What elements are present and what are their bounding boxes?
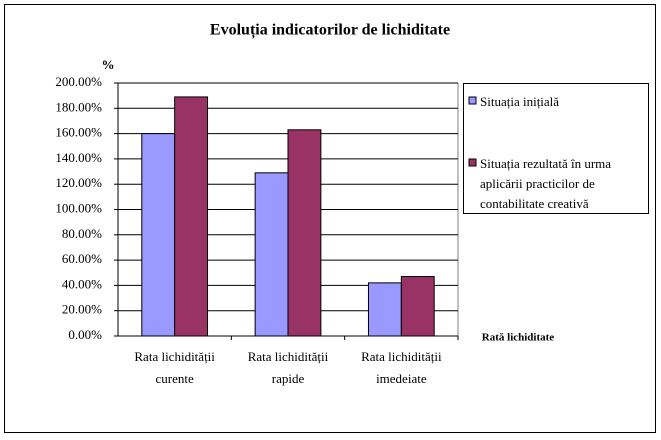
bar <box>254 172 289 337</box>
y-tick-label: 160.00% <box>55 125 102 140</box>
y-tick-label: 120.00% <box>55 175 102 190</box>
x-tick-label: Rata lichidității rapide <box>247 349 329 386</box>
y-tick-label: 180.00% <box>55 99 102 114</box>
bar <box>174 96 209 337</box>
legend-box <box>463 83 649 214</box>
y-tick-label: 100.00% <box>55 200 102 215</box>
legend-swatch <box>468 96 477 105</box>
y-tick-label: 0.00% <box>68 327 102 342</box>
legend-label: Situația inițială <box>480 94 560 109</box>
bar <box>367 282 402 337</box>
y-tick-label: 200.00% <box>55 74 102 89</box>
y-tick-label: 20.00% <box>62 302 102 317</box>
y-tick-label: 80.00% <box>62 226 102 241</box>
legend-label: Situația rezultată în urma aplicării pra… <box>480 156 612 211</box>
bar <box>141 133 176 337</box>
legend-swatch <box>468 158 477 167</box>
bar <box>400 276 435 337</box>
bar <box>287 129 322 337</box>
y-tick-label: 140.00% <box>55 150 102 165</box>
y-tick-label: 60.00% <box>62 251 102 266</box>
x-tick-label: Rata lichidității curente <box>134 349 215 386</box>
x-axis-label: Rată lichiditate <box>482 332 555 344</box>
x-tick-label: Rata lichidității imedeiate <box>361 349 442 386</box>
chart-title: Evoluția indicatorilor de lichiditate <box>210 22 450 40</box>
y-tick-label: 40.00% <box>62 276 102 291</box>
y-axis-label: % <box>102 57 115 72</box>
